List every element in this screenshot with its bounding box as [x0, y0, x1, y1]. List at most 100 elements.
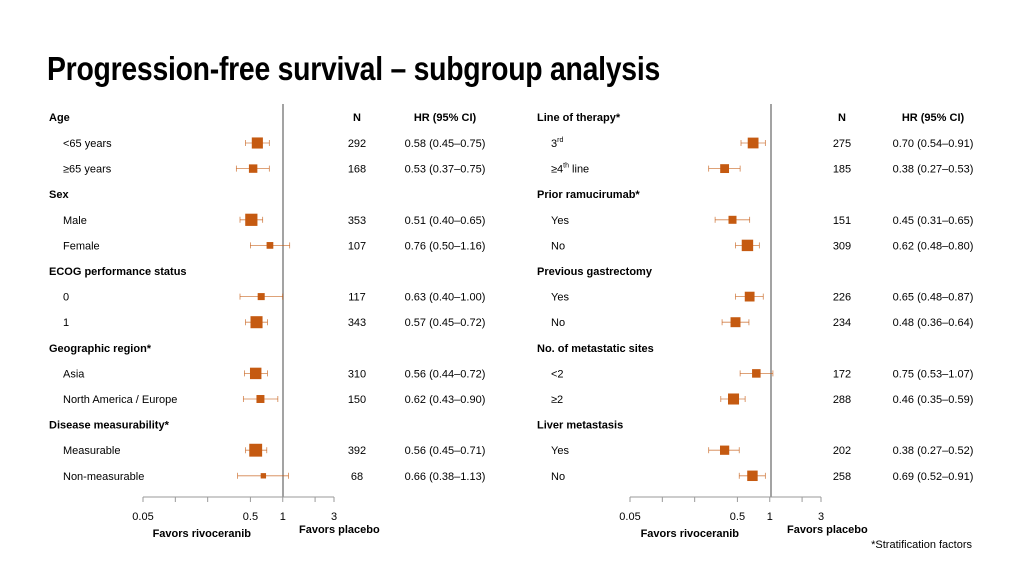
row-hr-ci: 0.56 (0.45–0.71) — [405, 445, 486, 457]
subgroup-heading: No. of metastatic sites — [537, 343, 654, 355]
row-n: 309 — [833, 240, 851, 252]
slide-title: Progression-free survival – subgroup ana… — [47, 50, 660, 87]
row-label: Female — [63, 240, 100, 252]
row-n: 151 — [833, 215, 851, 227]
row-label: No — [551, 471, 565, 483]
x-tick-label: 3 — [818, 511, 824, 523]
row-hr-ci: 0.65 (0.48–0.87) — [893, 292, 974, 304]
column-header-n: N — [838, 112, 846, 124]
x-tick-label: 0.5 — [730, 511, 745, 523]
hr-marker — [257, 293, 265, 301]
row-n: 353 — [348, 215, 366, 227]
row-label: 3rd — [551, 137, 563, 150]
row-n: 168 — [348, 164, 366, 176]
row-hr-ci: 0.56 (0.44–0.72) — [405, 368, 486, 380]
favors-left-label: Favors rivoceranib — [641, 528, 740, 540]
hr-marker — [744, 291, 755, 302]
row-label: ≥2 — [551, 394, 563, 406]
row-label: Male — [63, 215, 87, 227]
row-hr-ci: 0.63 (0.40–1.00) — [405, 292, 486, 304]
footnote: *Stratification factors — [871, 539, 972, 551]
row-n: 226 — [833, 292, 851, 304]
row-label: ≥4th line — [551, 163, 589, 176]
row-label: <65 years — [63, 138, 112, 150]
row-hr-ci: 0.66 (0.38–1.13) — [405, 471, 486, 483]
row-hr-ci: 0.57 (0.45–0.72) — [405, 317, 486, 329]
row-n: 292 — [348, 138, 366, 150]
hr-marker — [747, 470, 758, 482]
hr-marker — [741, 239, 754, 252]
favors-left-label: Favors rivoceranib — [153, 528, 252, 540]
row-n: 343 — [348, 317, 366, 329]
hr-marker — [251, 137, 263, 149]
row-label: Non-measurable — [63, 471, 144, 483]
x-tick-label: 0.05 — [132, 511, 153, 523]
x-tick-label: 1 — [767, 511, 773, 523]
x-tick-label: 1 — [280, 511, 286, 523]
row-hr-ci: 0.38 (0.27–0.52) — [893, 445, 974, 457]
subgroup-heading: ECOG performance status — [49, 266, 187, 278]
row-n: 310 — [348, 368, 366, 380]
row-label: North America / Europe — [63, 394, 177, 406]
row-hr-ci: 0.58 (0.45–0.75) — [405, 138, 486, 150]
row-label: Yes — [551, 292, 569, 304]
hr-marker — [260, 473, 267, 479]
subgroup-heading: Previous gastrectomy — [537, 266, 653, 278]
subgroup-heading: Age — [49, 112, 70, 124]
row-hr-ci: 0.76 (0.50–1.16) — [405, 240, 486, 252]
row-hr-ci: 0.75 (0.53–1.07) — [893, 368, 974, 380]
hr-marker — [720, 164, 730, 174]
hr-marker — [266, 242, 274, 249]
row-n: 107 — [348, 240, 366, 252]
row-hr-ci: 0.70 (0.54–0.91) — [893, 138, 974, 150]
subgroup-heading: Prior ramucirumab* — [537, 189, 640, 201]
row-n: 392 — [348, 445, 366, 457]
subgroup-heading: Line of therapy* — [537, 112, 621, 124]
row-n: 185 — [833, 164, 851, 176]
row-n: 117 — [348, 292, 366, 304]
row-hr-ci: 0.69 (0.52–0.91) — [893, 471, 974, 483]
subgroup-heading: Geographic region* — [49, 343, 152, 355]
hr-marker — [250, 316, 263, 329]
row-n: 150 — [348, 394, 366, 406]
row-label: 1 — [63, 317, 69, 329]
favors-right-label: Favors placebo — [299, 524, 380, 536]
column-header-hr: HR (95% CI) — [902, 112, 965, 124]
row-label: Asia — [63, 368, 85, 380]
row-label: <2 — [551, 368, 564, 380]
row-n: 258 — [833, 471, 851, 483]
row-n: 234 — [833, 317, 851, 329]
row-hr-ci: 0.53 (0.37–0.75) — [405, 164, 486, 176]
favors-right-label: Favors placebo — [787, 524, 868, 536]
row-hr-ci: 0.62 (0.48–0.80) — [893, 240, 974, 252]
hr-marker — [249, 367, 262, 380]
hr-marker — [747, 137, 759, 149]
row-hr-ci: 0.45 (0.31–0.65) — [893, 215, 974, 227]
row-n: 68 — [351, 471, 363, 483]
row-label: Yes — [551, 215, 569, 227]
row-hr-ci: 0.51 (0.40–0.65) — [405, 215, 486, 227]
hr-marker — [719, 445, 730, 455]
hr-marker — [256, 395, 265, 403]
hr-marker — [245, 213, 258, 226]
row-n: 202 — [833, 445, 851, 457]
row-hr-ci: 0.62 (0.43–0.90) — [405, 394, 486, 406]
column-header-hr: HR (95% CI) — [414, 112, 477, 124]
column-header-n: N — [353, 112, 361, 124]
row-label: ≥65 years — [63, 164, 112, 176]
x-tick-label: 0.5 — [243, 511, 258, 523]
row-label: 0 — [63, 292, 69, 304]
row-n: 172 — [833, 368, 851, 380]
hr-marker — [728, 393, 740, 405]
x-tick-label: 0.05 — [619, 511, 640, 523]
hr-marker — [728, 215, 737, 224]
row-n: 288 — [833, 394, 851, 406]
row-label: Measurable — [63, 445, 120, 457]
row-label: No — [551, 240, 565, 252]
hr-marker — [248, 164, 258, 173]
row-hr-ci: 0.38 (0.27–0.53) — [893, 164, 974, 176]
subgroup-heading: Disease measurability* — [49, 420, 170, 432]
hr-marker — [730, 317, 741, 328]
row-hr-ci: 0.48 (0.36–0.64) — [893, 317, 974, 329]
